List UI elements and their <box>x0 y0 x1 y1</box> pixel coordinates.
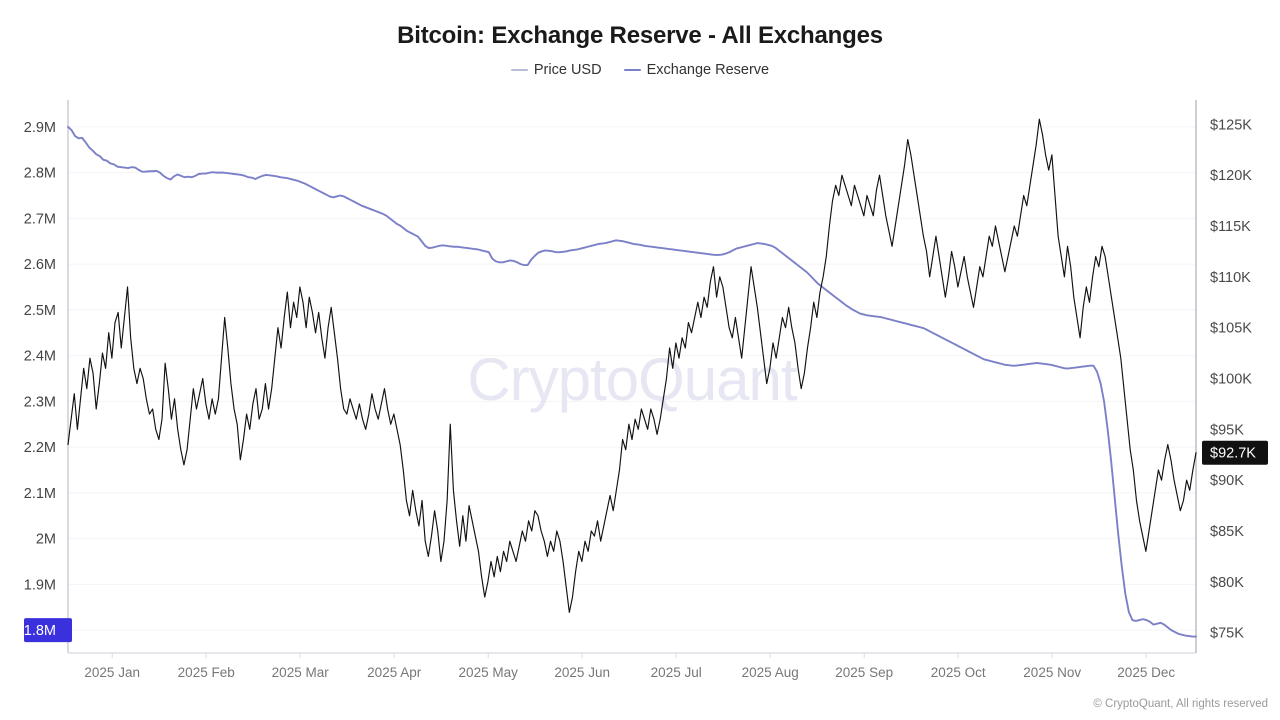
y-axis-right-tick-label: $120K <box>1210 168 1252 184</box>
y-axis-left-tick-label: 2.2M <box>24 440 56 456</box>
legend-item-price-usd[interactable]: Price USD <box>510 62 602 78</box>
x-axis-tick-label: 2025 Sep <box>835 665 893 680</box>
x-axis-tick-label: 2025 Apr <box>367 665 422 680</box>
y-axis-right-tick-label: $100K <box>1210 372 1252 388</box>
y-axis-left-tick-label: 2.8M <box>24 166 56 182</box>
x-axis-tick-label: 2025 Dec <box>1117 665 1175 680</box>
y-axis-right-tick-label: $115K <box>1210 219 1251 235</box>
chart-legend: Price USD Exchange Reserve <box>0 62 1280 78</box>
watermark: CryptoQuant <box>467 346 797 413</box>
y-axis-left-tick-label: 2.4M <box>24 349 56 365</box>
y-axis-right-tick-label: $80K <box>1210 575 1244 591</box>
x-axis-tick-label: 2025 Feb <box>178 665 235 680</box>
x-axis-tick-label: 2025 Aug <box>742 665 799 680</box>
badge-right-price-value: $92.7K <box>1202 440 1268 465</box>
x-axis-tick-label: 2025 Jan <box>84 665 140 680</box>
x-axis-tick-label: 2025 Jul <box>651 665 702 680</box>
y-axis-right-tick-label: $90K <box>1210 473 1244 489</box>
badge-right-price-value-label: $92.7K <box>1210 446 1256 462</box>
legend-label-exchange-reserve: Exchange Reserve <box>646 62 770 78</box>
legend-swatch-price-usd <box>510 68 528 72</box>
x-axis-ticks: 2025 Jan 2025 Feb 2025 Mar 2025 Apr 2025 May… <box>84 653 1175 680</box>
copyright-notice: © CryptoQuant, All rights reserved <box>1093 698 1268 710</box>
x-axis-tick-label: 2025 Oct <box>931 665 986 680</box>
y-axis-left-tick-label: 2.5M <box>24 303 56 319</box>
y-axis-left-tick-label: 2.9M <box>24 120 56 136</box>
y-axis-left-tick-label: 2.3M <box>24 394 56 410</box>
y-axis-right-tick-label: $85K <box>1210 524 1244 540</box>
series-line-exchange-reserve[interactable] <box>67 125 1197 638</box>
badge-left-reserve-value: 1.8M <box>24 618 72 643</box>
y-axis-left-tick-label: 2M <box>36 532 56 548</box>
x-axis-tick-label: 2025 May <box>459 665 519 680</box>
y-axis-right-tick-label: $110K <box>1210 270 1251 286</box>
y-axis-right-tick-label: $75K <box>1210 626 1244 642</box>
y-axis-right-tick-label: $105K <box>1210 321 1252 337</box>
legend-item-exchange-reserve[interactable]: Exchange Reserve <box>623 62 770 78</box>
y-axis-left-tick-label: 2.1M <box>24 486 56 502</box>
x-axis-tick-label: 2025 Nov <box>1023 665 1081 680</box>
badge-left-reserve-value-bg <box>24 618 72 643</box>
badge-right-price-value-bg <box>1202 440 1268 465</box>
badge-left-reserve-value-label: 1.8M <box>24 623 56 639</box>
legend-label-price-usd: Price USD <box>533 62 602 78</box>
y-axis-right-tick-label: $95K <box>1210 422 1244 438</box>
y-axis-right-tick-label: $125K <box>1210 117 1252 133</box>
chart-gridlines <box>68 126 1196 631</box>
y-axis-left-tick-label: 1.9M <box>24 577 56 593</box>
y-axis-left-tick-label: 2.7M <box>24 211 56 227</box>
legend-swatch-exchange-reserve <box>623 68 641 72</box>
x-axis-tick-label: 2025 Mar <box>272 665 330 680</box>
x-axis-tick-label: 2025 Jun <box>554 665 610 680</box>
series-line-price-usd[interactable] <box>67 118 1197 613</box>
y-axis-right-ticks: $125K $120K $115K $110K $105K $100K $95K $90K $8… <box>1210 117 1252 641</box>
page-title: Bitcoin: Exchange Reserve - All Exchange… <box>397 22 883 49</box>
y-axis-left-tick-label: 2.6M <box>24 257 56 273</box>
y-axis-left-ticks: 2.9M 2.8M 2.7M 2.6M 2.5M 2.4M 2.3M 2.2M 2.1M 2M 1.… <box>24 120 56 639</box>
